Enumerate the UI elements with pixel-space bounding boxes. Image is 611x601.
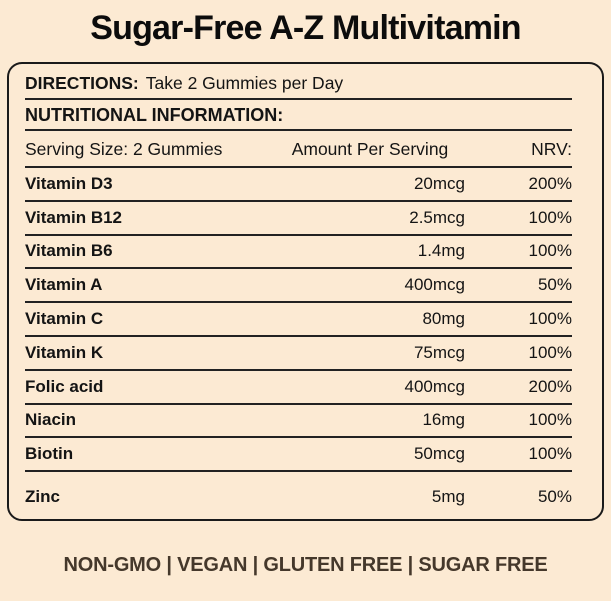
page-title: Sugar-Free A-Z Multivitamin <box>90 9 521 47</box>
nutrient-nrv: 100% <box>528 410 572 430</box>
nutrient-nrv: 100% <box>528 342 572 362</box>
table-row: Zinc 5mg 50% <box>25 472 572 522</box>
nutrient-name: Vitamin B6 <box>25 241 113 261</box>
nutrient-amount: 75mcg <box>413 342 465 362</box>
nutrient-nrv: 100% <box>528 207 572 227</box>
table-row: Vitamin B12 2.5mcg 100% <box>25 202 572 236</box>
nutrient-amount: 50mcg <box>413 444 465 464</box>
nutrient-name: Vitamin A <box>25 275 103 295</box>
nutrient-name: Folic acid <box>25 376 104 396</box>
table-row: Folic acid 400mcg 200% <box>25 371 572 405</box>
table-row: Biotin 50mcg 100% <box>25 438 572 473</box>
nutrient-name: Vitamin B12 <box>25 207 123 227</box>
nutrient-name: Niacin <box>25 410 77 430</box>
nutrient-nrv: 50% <box>537 275 572 295</box>
nutrient-name: Vitamin C <box>25 309 104 329</box>
nutrition-panel: DIRECTIONS: Take 2 Gummies per Day NUTRI… <box>7 62 604 521</box>
nutrition-section-title: NUTRITIONAL INFORMATION: <box>25 100 572 131</box>
nrv-header: NRV: <box>531 139 572 159</box>
footer-badges: NON-GMO | VEGAN | GLUTEN FREE | SUGAR FR… <box>63 554 548 576</box>
directions-text: Take 2 Gummies per Day <box>145 73 344 93</box>
nutrient-amount: 5mg <box>431 487 465 507</box>
nutrient-amount: 400mcg <box>404 275 465 295</box>
nutrient-name: Vitamin D3 <box>25 173 113 193</box>
nutrient-name: Vitamin K <box>25 342 104 362</box>
table-row: Vitamin B6 1.4mg 100% <box>25 236 572 270</box>
table-row: Vitamin D3 20mcg 200% <box>25 168 572 202</box>
nutrient-name: Zinc <box>25 487 60 507</box>
nutrient-amount: 2.5mcg <box>409 207 465 227</box>
nutrient-amount: 16mg <box>422 410 465 430</box>
directions-label: DIRECTIONS: <box>25 73 139 93</box>
table-row: Niacin 16mg 100% <box>25 405 572 439</box>
nutrient-amount: 20mcg <box>413 173 465 193</box>
nutrient-amount: 400mcg <box>404 376 465 396</box>
table-row: Vitamin K 75mcg 100% <box>25 337 572 371</box>
nutrient-name: Biotin <box>25 444 74 464</box>
table-row: Vitamin C 80mg 100% <box>25 303 572 337</box>
nutrient-amount: 80mg <box>422 309 465 329</box>
nutrient-nrv: 100% <box>528 444 572 464</box>
amount-per-serving-header: Amount Per Serving <box>291 139 449 159</box>
nutrient-amount: 1.4mg <box>417 241 465 261</box>
nutrient-nrv: 50% <box>537 487 572 507</box>
nutrient-nrv: 100% <box>528 241 572 261</box>
directions-row: DIRECTIONS: Take 2 Gummies per Day <box>25 64 572 100</box>
table-header-row: Serving Size: 2 Gummies Amount Per Servi… <box>25 131 572 168</box>
nutrient-nrv: 100% <box>528 309 572 329</box>
nutrient-nrv: 200% <box>528 173 572 193</box>
serving-size-header: Serving Size: 2 Gummies <box>25 139 223 159</box>
nutrient-nrv: 200% <box>528 376 572 396</box>
table-row: Vitamin A 400mcg 50% <box>25 269 572 304</box>
